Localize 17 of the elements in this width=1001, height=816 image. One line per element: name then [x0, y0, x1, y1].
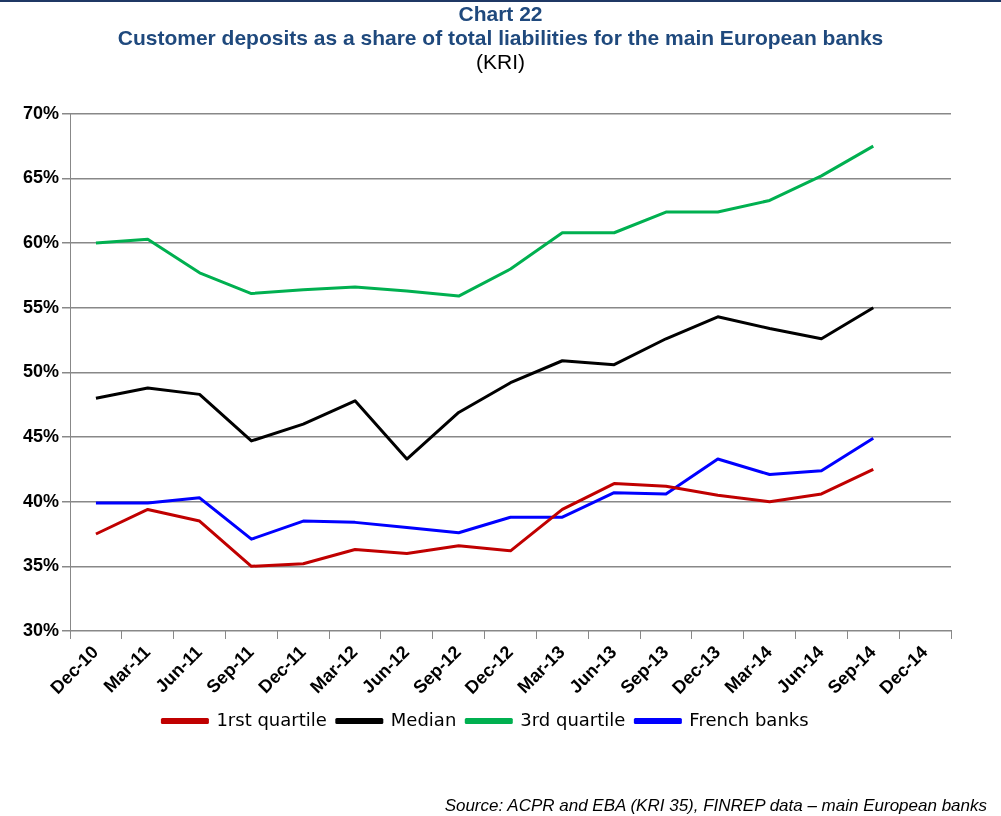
legend-label: 3rd quartile [520, 708, 626, 730]
chart-subtitle: Customer deposits as a share of total liabilities for the main European banks [116, 26, 885, 50]
y-tick-label: 70% [23, 102, 60, 123]
y-tick-label: 30% [23, 619, 60, 640]
y-tick-label: 55% [23, 296, 60, 317]
legend-label: 1rst quartile [216, 708, 327, 730]
y-tick-label: 35% [23, 555, 60, 576]
y-tick-label: 45% [23, 426, 60, 447]
y-tick-label: 40% [23, 490, 60, 511]
y-tick-label: 60% [23, 232, 60, 253]
chart-title: Chart 22 [457, 2, 544, 26]
y-tick-label: 50% [23, 361, 60, 382]
legend-label: French banks [689, 708, 809, 730]
legend-label: Median [390, 708, 457, 730]
text: (KRI) [475, 50, 526, 74]
source-note: Source: ACPR and EBA (KRI 35), FINREP data – main European banks [444, 796, 987, 816]
y-tick-label: 65% [23, 167, 60, 188]
